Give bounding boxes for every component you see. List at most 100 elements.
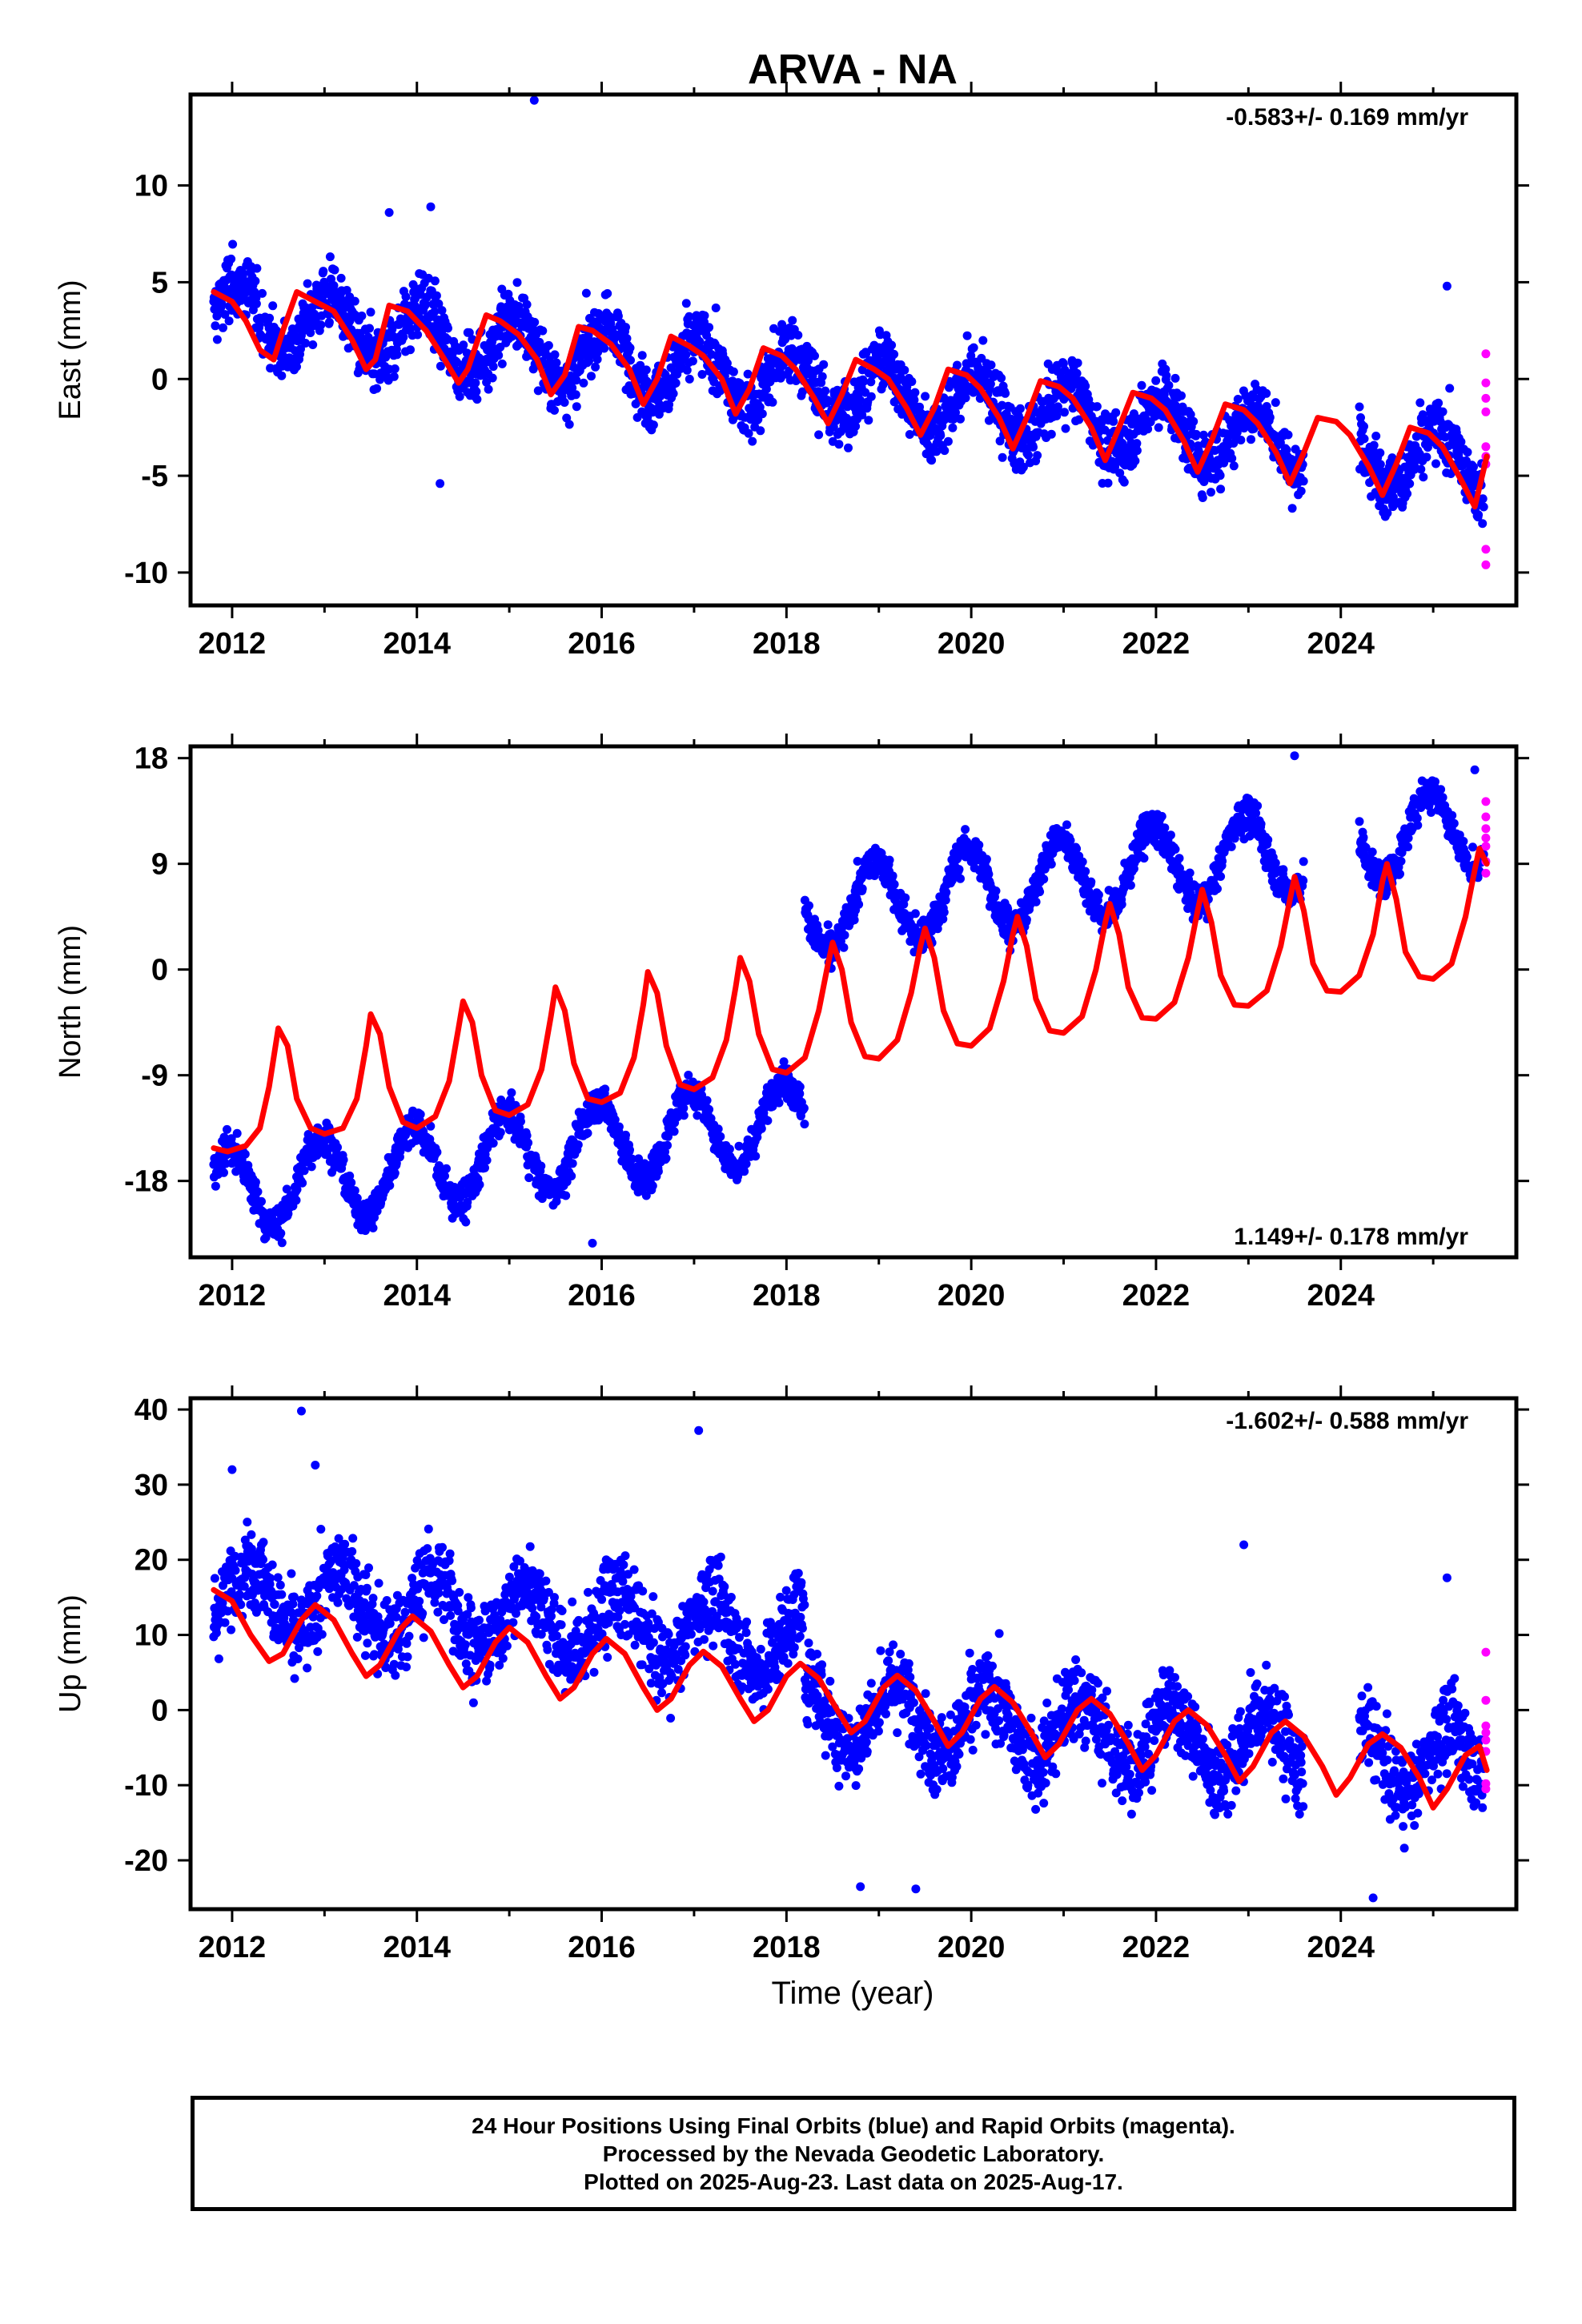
east-final-orbit-point (903, 388, 913, 397)
east-rapid-orbit-point (1481, 349, 1491, 359)
east-final-orbit-point (905, 430, 914, 439)
north-final-orbit-point (1218, 856, 1227, 866)
north-final-orbit-point (1003, 904, 1013, 914)
north-final-orbit-point (299, 1166, 309, 1176)
north-final-orbit-point (1081, 866, 1090, 876)
east-final-orbit-point (459, 340, 468, 350)
north-final-orbit-point (888, 871, 897, 881)
north-final-orbit-point (496, 1128, 505, 1137)
east-final-orbit-point (292, 362, 301, 372)
north-final-orbit-point (573, 1140, 583, 1149)
east-final-orbit-point (1355, 402, 1364, 412)
east-final-orbit-point (512, 278, 522, 287)
east-final-orbit-point (1375, 460, 1385, 469)
east-final-orbit-point (1132, 439, 1142, 448)
north-final-orbit-point (368, 1223, 378, 1232)
north-final-orbit-point (663, 1140, 672, 1150)
north-final-orbit-point (885, 855, 894, 865)
east-x-tick-label: 2014 (383, 627, 451, 661)
north-final-orbit-point (813, 926, 823, 935)
east-final-orbit-point (370, 369, 379, 379)
east-final-orbit-point (1216, 485, 1226, 494)
east-final-orbit-point (910, 388, 920, 397)
east-final-orbit-point (568, 383, 577, 392)
north-final-orbit-point (211, 1181, 220, 1191)
east-final-orbit-point (788, 316, 797, 325)
north-final-orbit-point (1174, 854, 1184, 863)
east-final-orbit-point (833, 385, 842, 395)
east-final-orbit-point (998, 452, 1007, 462)
north-final-orbit-point (360, 1226, 370, 1236)
north-final-orbit-point (347, 1178, 356, 1188)
east-final-orbit-point (1359, 434, 1369, 444)
north-final-orbit-point (352, 1193, 362, 1203)
east-final-orbit-point (1001, 388, 1010, 398)
east-final-orbit-point (1423, 443, 1432, 452)
east-final-orbit-point (622, 334, 632, 344)
east-final-orbit-point (722, 359, 732, 368)
north-final-orbit-point (910, 909, 920, 919)
east-final-orbit-point (591, 362, 600, 372)
east-final-orbit-point (1479, 502, 1488, 512)
east-final-orbit-point (366, 308, 375, 317)
east-final-orbit-point (544, 340, 553, 350)
east-final-orbit-point (265, 313, 275, 323)
east-final-orbit-point (1119, 477, 1129, 487)
north-final-orbit-point (482, 1156, 492, 1165)
east-final-orbit-point (384, 207, 394, 217)
north-final-orbit-point (849, 915, 859, 925)
east-final-orbit-point (744, 428, 753, 438)
north-final-orbit-point (1253, 801, 1263, 810)
east-final-orbit-point (951, 408, 960, 417)
east-final-orbit-point (1296, 486, 1306, 496)
east-final-orbit-point (550, 350, 560, 360)
north-final-orbit-point (1256, 819, 1266, 829)
east-final-orbit-point (932, 447, 942, 456)
east-final-orbit-point (390, 364, 400, 373)
east-final-orbit-point (252, 263, 262, 273)
north-final-orbit-point (774, 1098, 784, 1108)
east-final-orbit-point (866, 392, 876, 401)
north-final-orbit-point (1157, 811, 1166, 821)
north-final-orbit-point (253, 1187, 263, 1196)
east-final-orbit-point (258, 288, 267, 298)
east-final-orbit-point (336, 273, 346, 283)
east-y-tick-label: -5 (141, 460, 168, 493)
east-final-orbit-point (296, 344, 305, 354)
east-final-orbit-point (1299, 476, 1308, 486)
east-final-orbit-point (1061, 424, 1070, 433)
east-final-orbit-point (329, 281, 339, 291)
north-final-orbit-point (298, 1178, 307, 1188)
north-final-orbit-point (840, 931, 849, 940)
north-final-orbit-point (350, 1186, 359, 1196)
east-final-orbit-point (641, 365, 651, 375)
north-y-axis-label: North (mm) (54, 925, 87, 1079)
east-final-orbit-point (907, 377, 917, 386)
east-final-orbit-point (464, 328, 474, 337)
east-final-orbit-point (1359, 422, 1368, 431)
east-final-orbit-point (1018, 462, 1028, 472)
east-final-orbit-point (962, 331, 972, 340)
north-final-orbit-point (982, 854, 991, 864)
east-final-orbit-point (1233, 395, 1243, 404)
north-final-orbit-point (339, 1155, 348, 1164)
north-final-orbit-point (1126, 881, 1135, 890)
east-final-orbit-point (471, 378, 480, 388)
east-final-orbit-point (603, 289, 612, 298)
north-final-orbit-point (751, 1152, 761, 1161)
north-final-orbit-point (669, 1127, 679, 1136)
east-final-orbit-point (401, 292, 411, 302)
north-final-orbit-point (956, 874, 965, 883)
east-final-orbit-point (1092, 402, 1102, 412)
east-final-orbit-point (900, 365, 909, 375)
east-final-orbit-point (665, 400, 674, 409)
east-final-orbit-point (432, 291, 441, 300)
east-final-orbit-point (978, 336, 988, 345)
east-final-orbit-point (306, 328, 315, 337)
east-final-orbit-point (437, 306, 447, 316)
north-final-orbit-point (684, 1071, 693, 1080)
north-final-orbit-point (648, 1181, 657, 1191)
north-final-orbit-point (839, 943, 849, 952)
east-final-orbit-point (1189, 416, 1199, 426)
east-final-orbit-point (212, 335, 222, 344)
